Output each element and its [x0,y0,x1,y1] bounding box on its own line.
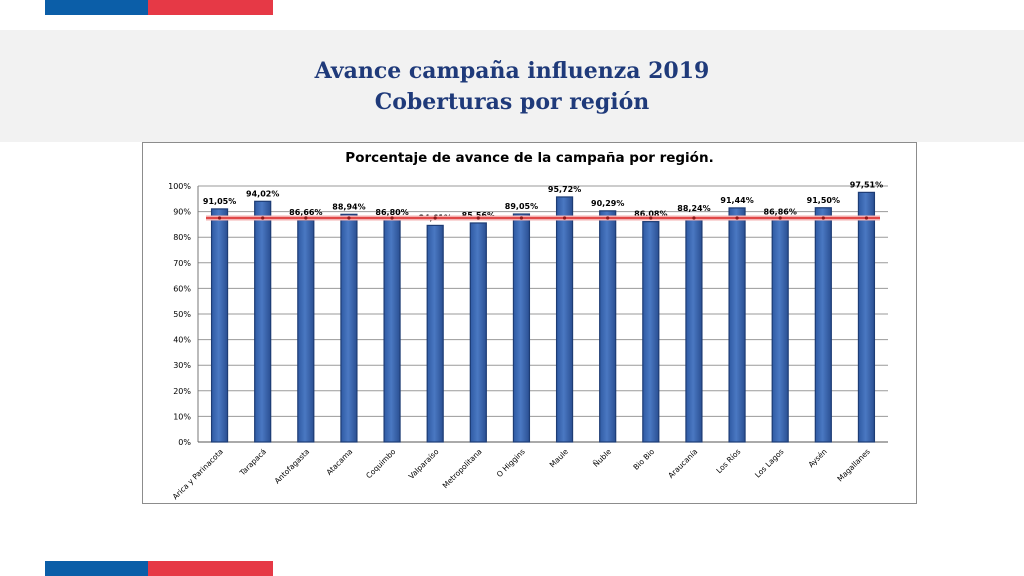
average-line-marker [606,216,610,220]
bar [210,208,229,443]
y-tick-label: 80% [173,233,191,242]
y-tick-label: 0% [178,438,191,447]
average-line-marker [519,216,524,220]
x-tick-label: Arica y Parinacota [171,447,225,501]
x-tick-label: Valparaíso [407,447,441,481]
bar [771,219,789,443]
bar [857,191,876,443]
average-line-marker [217,216,222,220]
average-line-marker [304,216,308,220]
average-line-marker [735,216,739,220]
title-band [0,30,1024,142]
chart-frame: Porcentaje de avance de la campaña por r… [142,142,917,504]
x-tick-label: Aysén [807,447,829,469]
data-label: 94,02% [246,189,279,198]
y-tick-label: 10% [173,412,191,421]
data-label: 88,24% [677,204,710,213]
average-line-marker [821,216,825,220]
flag-bar-bottom [45,561,273,576]
flag-bar-top [45,0,273,15]
bar [512,213,531,443]
average-line-marker [562,216,567,220]
average-line-marker [433,216,437,220]
data-label: 86,80% [375,208,408,217]
average-line-marker [864,216,869,220]
y-tick-label: 70% [173,259,191,268]
x-tick-label: Los Ríos [714,447,742,475]
y-tick-label: 60% [173,284,191,293]
slide-title: Avance campaña influenza 2019 [314,58,710,84]
data-label: 95,72% [548,185,581,194]
x-tick-label: Ñuble [591,447,613,469]
average-line-marker [347,216,351,220]
bar-chart: 0% 10% 20% 30% 40% 50% 60% 70% 80% 90% 100% 91,05% A… [168,180,888,501]
x-tick-label: Araucanía [666,447,699,480]
slide-subtitle: Coberturas por región [374,89,650,115]
bar [555,196,574,443]
flag-bar-blue [45,0,148,15]
data-label: 90,29% [591,199,624,208]
bar [297,219,315,443]
bar [426,224,444,443]
average-line-marker [692,216,696,220]
y-tick-label: 40% [173,336,191,345]
x-tick-label: Bio Bio [631,447,656,472]
average-line-marker [390,216,394,220]
bar [469,222,487,443]
x-tick-label: O Higgins [495,447,527,479]
data-label: 91,05% [203,197,236,206]
average-line-marker [261,216,265,220]
bar [599,210,617,443]
bar [642,221,660,443]
data-label: 86,66% [289,208,322,217]
flag-bar-red [148,0,273,15]
data-label: 91,44% [720,196,753,205]
data-label: 91,50% [807,196,840,205]
x-tick-label: Los Lagos [753,447,786,480]
x-tick-label: Coquimbo [364,447,398,481]
bar [254,200,272,443]
data-label: 86,08% [634,210,667,219]
data-label: 85,56% [462,211,495,220]
average-line-marker [476,216,480,220]
data-label: 89,05% [505,202,538,211]
average-line-marker [649,216,653,220]
data-label: 97,51% [850,180,883,189]
bar [814,207,832,443]
y-tick-label: 20% [173,387,191,396]
data-label: 86,86% [764,208,797,217]
chart-title: Porcentaje de avance de la campaña por r… [345,150,714,166]
bar [340,213,358,443]
y-tick-label: 100% [168,182,191,191]
bar [383,219,401,443]
average-line-marker [778,216,782,220]
x-tick-label: Metropolitana [441,447,484,490]
flag-bar-blue [45,561,148,576]
x-tick-label: Atacama [325,447,355,477]
bar [685,215,703,443]
flag-bar-red [148,561,273,576]
data-label: 88,94% [332,202,365,211]
y-tick-label: 30% [173,361,191,370]
x-tick-label: Tarapacá [237,447,268,478]
y-tick-label: 90% [173,208,191,217]
x-tick-label: Magallanes [835,447,871,483]
x-tick-label: Maule [548,447,571,470]
y-tick-label: 50% [173,310,191,319]
bar [728,207,746,443]
x-tick-label: Antofagasta [273,447,312,486]
